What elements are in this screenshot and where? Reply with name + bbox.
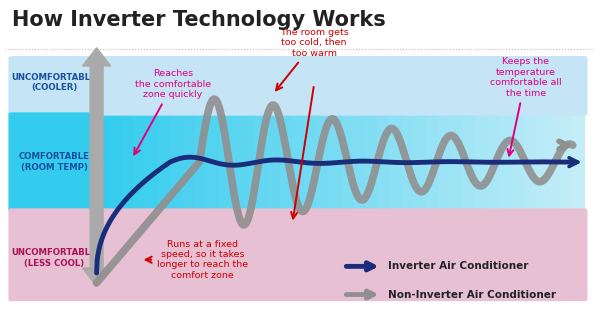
Bar: [451, 114, 463, 210]
Bar: [401, 114, 414, 210]
Bar: [280, 114, 292, 210]
Bar: [572, 114, 584, 210]
Bar: [377, 114, 389, 210]
FancyBboxPatch shape: [94, 208, 587, 301]
Text: UNCOMFORTABLE
(COOLER): UNCOMFORTABLE (COOLER): [11, 73, 97, 92]
Bar: [170, 114, 182, 210]
FancyBboxPatch shape: [8, 56, 100, 116]
Bar: [304, 114, 316, 210]
Text: UNCOMFORTABLE
(LESS COOL): UNCOMFORTABLE (LESS COOL): [11, 248, 97, 268]
Bar: [133, 114, 145, 210]
Bar: [97, 114, 109, 210]
Bar: [231, 114, 243, 210]
Bar: [426, 114, 438, 210]
Bar: [218, 114, 231, 210]
Bar: [511, 114, 524, 210]
Text: Keeps the
temperature
comfortable all
the time: Keeps the temperature comfortable all th…: [490, 57, 562, 156]
Bar: [328, 114, 341, 210]
Bar: [268, 114, 280, 210]
Bar: [109, 114, 121, 210]
Bar: [438, 114, 451, 210]
Bar: [292, 114, 304, 210]
Bar: [463, 114, 475, 210]
Text: Reaches
the comfortable
zone quickly: Reaches the comfortable zone quickly: [134, 69, 211, 154]
Text: Runs at a fixed
speed, so it takes
longer to reach the
comfort zone: Runs at a fixed speed, so it takes longe…: [146, 239, 248, 280]
Bar: [158, 114, 170, 210]
FancyArrow shape: [82, 48, 110, 167]
Text: Non-Inverter Air Conditioner: Non-Inverter Air Conditioner: [388, 290, 556, 300]
Bar: [316, 114, 328, 210]
Bar: [414, 114, 426, 210]
Bar: [524, 114, 536, 210]
Bar: [487, 114, 499, 210]
Bar: [536, 114, 548, 210]
Text: COMFORTABLE
(ROOM TEMP): COMFORTABLE (ROOM TEMP): [19, 152, 89, 172]
Text: How Inverter Technology Works: How Inverter Technology Works: [12, 10, 386, 30]
Bar: [206, 114, 218, 210]
FancyBboxPatch shape: [8, 208, 100, 301]
Bar: [121, 114, 133, 210]
Bar: [365, 114, 377, 210]
Bar: [194, 114, 206, 210]
Bar: [145, 114, 158, 210]
Bar: [255, 114, 268, 210]
Bar: [560, 114, 572, 210]
Bar: [548, 114, 560, 210]
Text: Inverter Air Conditioner: Inverter Air Conditioner: [388, 262, 528, 271]
Bar: [475, 114, 487, 210]
Bar: [389, 114, 401, 210]
FancyBboxPatch shape: [94, 56, 587, 116]
FancyArrow shape: [82, 167, 110, 286]
Bar: [182, 114, 194, 210]
Bar: [353, 114, 365, 210]
Bar: [499, 114, 511, 210]
Bar: [243, 114, 255, 210]
Text: The room gets
too cold, then
too warm: The room gets too cold, then too warm: [276, 28, 349, 90]
FancyBboxPatch shape: [8, 112, 100, 212]
Bar: [341, 114, 353, 210]
